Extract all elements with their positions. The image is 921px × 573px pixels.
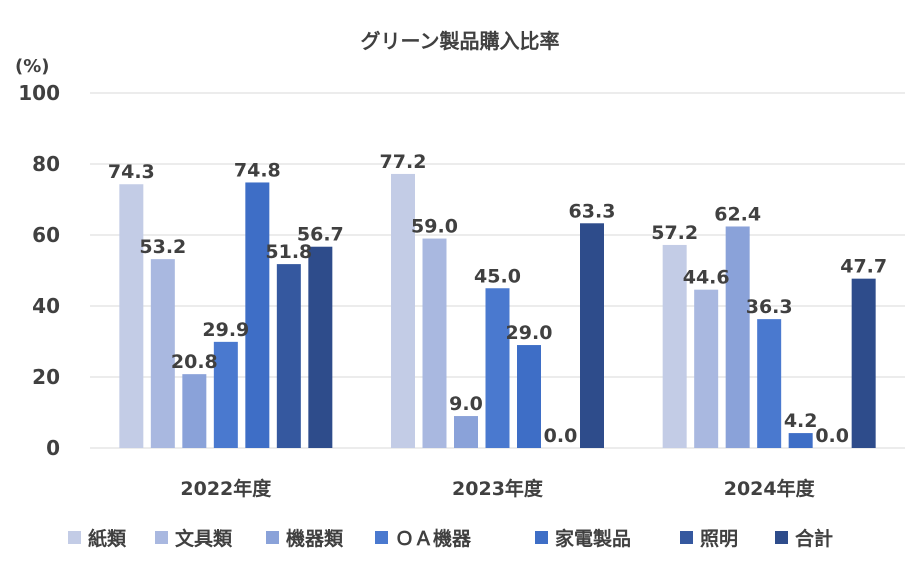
x-category-label: 2023年度 bbox=[452, 477, 544, 500]
data-label: 62.4 bbox=[714, 203, 761, 225]
chart-title: グリーン製品購入比率 bbox=[361, 29, 560, 53]
bar bbox=[308, 246, 333, 448]
y-tick-label: 20 bbox=[32, 365, 60, 389]
legend-swatch bbox=[155, 531, 168, 544]
bar bbox=[517, 345, 541, 448]
data-label: 53.2 bbox=[139, 236, 186, 258]
data-label: 44.6 bbox=[683, 267, 730, 289]
data-label: 63.3 bbox=[569, 200, 616, 222]
bar bbox=[580, 223, 604, 448]
data-label: 51.8 bbox=[265, 241, 312, 263]
legend-swatch bbox=[775, 531, 788, 544]
bar bbox=[422, 238, 447, 448]
y-tick-label: 60 bbox=[32, 223, 60, 247]
bars bbox=[119, 173, 876, 449]
legend-label: ＯＡ機器 bbox=[395, 527, 472, 550]
data-label: 47.7 bbox=[840, 256, 887, 278]
data-label: 9.0 bbox=[449, 393, 483, 415]
bar bbox=[757, 319, 782, 448]
data-label: 74.8 bbox=[234, 159, 281, 181]
data-label: 56.7 bbox=[297, 224, 344, 246]
legend-swatch bbox=[375, 531, 388, 544]
bar bbox=[119, 184, 144, 449]
legend-label: 家電製品 bbox=[555, 527, 631, 550]
legend-label: 文具類 bbox=[175, 527, 233, 550]
bar bbox=[150, 259, 175, 448]
data-label: 0.0 bbox=[544, 425, 578, 447]
data-label: 4.2 bbox=[784, 410, 818, 432]
bar bbox=[662, 244, 687, 448]
y-tick-label: 100 bbox=[18, 81, 60, 105]
data-label: 29.0 bbox=[506, 322, 553, 344]
data-labels: 74.3 53.2 20.8 29.9 74.8 51.856.7 77.2 59.0 9.0 4… bbox=[108, 151, 887, 447]
legend-swatch bbox=[68, 531, 81, 544]
bar bbox=[391, 173, 415, 448]
bar bbox=[213, 341, 238, 448]
data-label: 0.0 bbox=[815, 425, 849, 447]
y-axis-ticks: 0 20 40 60 80 100 bbox=[18, 81, 60, 460]
bar bbox=[276, 264, 301, 448]
legend-swatch bbox=[266, 531, 279, 544]
data-label: 74.3 bbox=[108, 161, 155, 183]
legend-label: 照明 bbox=[700, 528, 738, 550]
bar bbox=[182, 374, 207, 448]
bar bbox=[694, 289, 719, 448]
legend-label: 紙類 bbox=[88, 527, 127, 550]
data-label: 36.3 bbox=[746, 296, 793, 318]
y-tick-label: 0 bbox=[46, 436, 60, 460]
data-label: 59.0 bbox=[411, 216, 458, 238]
bar bbox=[454, 416, 478, 448]
legend-label: 機器類 bbox=[286, 527, 344, 550]
x-axis-categories: 2022年度 2023年度 2024年度 bbox=[180, 477, 815, 500]
bar bbox=[851, 278, 876, 448]
x-category-label: 2022年度 bbox=[180, 477, 272, 500]
bar bbox=[485, 288, 510, 448]
legend: 紙類 文具類 機器類 ＯＡ機器 家電製品 照明 合計 bbox=[68, 527, 833, 550]
bar bbox=[725, 226, 750, 448]
y-tick-label: 40 bbox=[32, 294, 60, 318]
bar bbox=[788, 433, 813, 448]
data-label: 77.2 bbox=[380, 151, 427, 173]
bar bbox=[245, 182, 270, 448]
data-label: 45.0 bbox=[474, 265, 521, 287]
y-axis-unit: (%) bbox=[15, 56, 50, 77]
data-label: 20.8 bbox=[171, 351, 218, 373]
legend-swatch bbox=[680, 531, 693, 544]
data-label: 29.9 bbox=[202, 319, 249, 341]
legend-label: 合計 bbox=[795, 527, 833, 550]
data-label: 57.2 bbox=[651, 222, 698, 244]
legend-swatch bbox=[535, 531, 548, 544]
x-category-label: 2024年度 bbox=[724, 477, 816, 500]
y-tick-label: 80 bbox=[32, 152, 60, 176]
